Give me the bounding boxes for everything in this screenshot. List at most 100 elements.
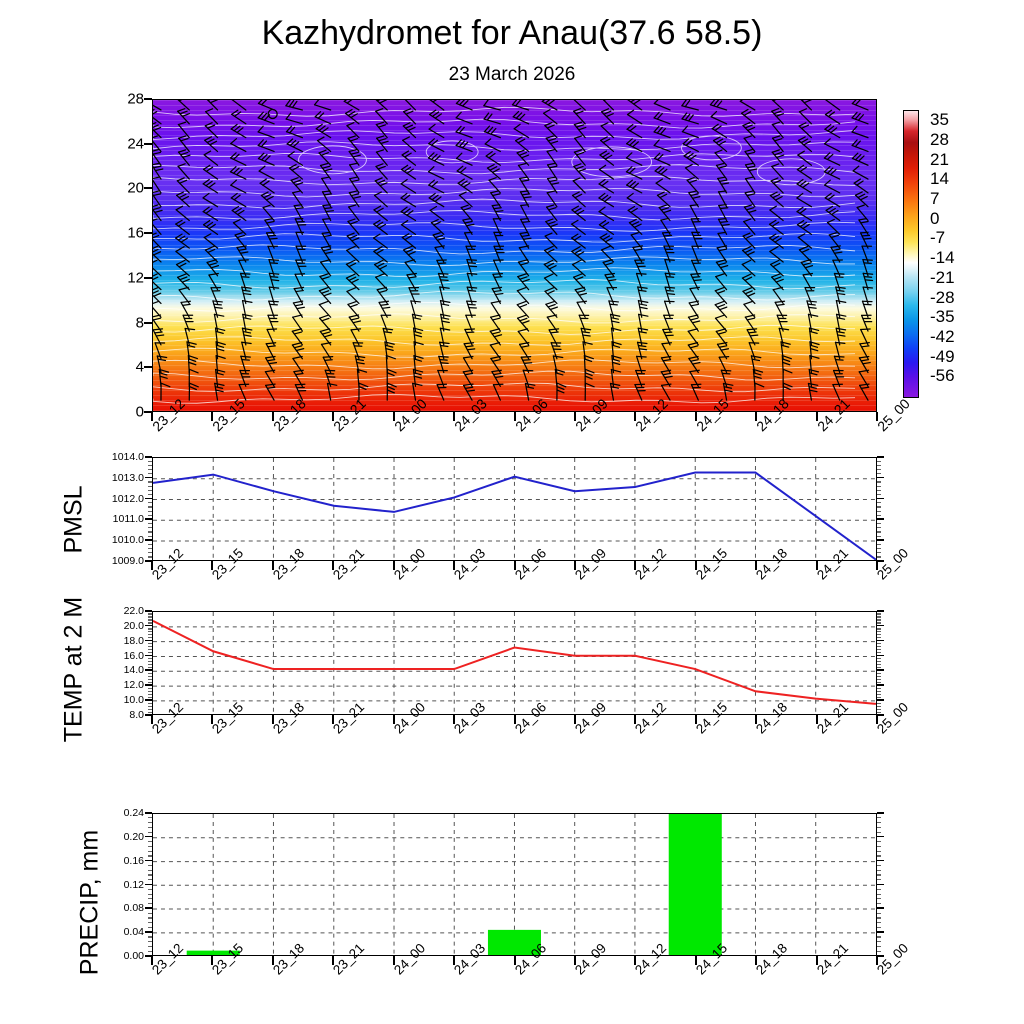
precip-bars	[153, 814, 876, 955]
panel-minor-tick	[877, 556, 881, 558]
panel-minor-tick	[877, 506, 881, 508]
wind-barb-overlay	[153, 100, 874, 404]
panel-minor-tick	[148, 616, 152, 618]
panel-tick	[145, 883, 152, 886]
precip-x-tick	[392, 956, 395, 965]
cross-section-x-tick	[211, 412, 214, 421]
panel-minor-tick	[877, 817, 881, 819]
panel-tick	[145, 456, 152, 458]
cross-section-x-tick	[392, 412, 395, 421]
panel-tick	[877, 684, 884, 686]
panel-minor-tick	[877, 649, 881, 651]
colorbar-tick-label: -35	[930, 307, 955, 327]
panel-minor-tick	[877, 950, 881, 952]
panel-tick	[877, 699, 884, 701]
panel-minor-tick	[877, 552, 881, 554]
panel-tick	[877, 497, 884, 500]
page-subtitle: 23 March 2026	[448, 64, 576, 85]
panel-y-label: 20.0	[123, 619, 144, 632]
panel-minor-tick	[877, 841, 881, 843]
pmsl-x-tick	[211, 561, 214, 570]
precip-x-tick	[634, 956, 637, 965]
panel-minor-tick	[148, 864, 152, 867]
panel-minor-tick	[877, 941, 881, 943]
panel-minor-tick	[877, 643, 881, 645]
panel-minor-tick	[877, 705, 881, 707]
panel-minor-tick	[148, 460, 152, 462]
panel-y-label: 0.04	[123, 926, 144, 939]
panel-minor-tick	[877, 464, 881, 466]
panel-minor-tick	[148, 464, 152, 466]
panel-minor-tick	[148, 468, 152, 471]
cross-section-x-tick	[694, 412, 697, 421]
panel-minor-tick	[877, 850, 881, 852]
panel-minor-tick	[148, 926, 152, 929]
pmsl-x-tick	[634, 561, 637, 570]
panel-tick	[877, 639, 884, 642]
panel-minor-tick	[877, 822, 881, 824]
panel-minor-tick	[877, 917, 881, 919]
panel-minor-tick	[877, 690, 881, 692]
panel-minor-tick	[877, 903, 881, 905]
pmsl-x-tick	[513, 561, 516, 570]
temp-x-tick	[876, 715, 878, 724]
cross-section-x-tick	[453, 412, 456, 421]
cross-section-tick	[144, 276, 152, 279]
panel-minor-tick	[877, 658, 881, 660]
colorbar-tick-label: 21	[930, 149, 949, 169]
panel-minor-tick	[148, 702, 152, 704]
pmsl-x-tick	[876, 561, 878, 570]
panel-minor-tick	[877, 702, 881, 704]
panel-minor-tick	[877, 687, 881, 689]
panel-minor-tick	[148, 888, 152, 890]
panel-tick	[877, 669, 884, 672]
panel-y-label: 1013.0	[111, 471, 144, 484]
cross-section-y-label: 24	[127, 135, 144, 153]
panel-y-label: 0.24	[123, 807, 144, 819]
panel-minor-tick	[148, 514, 152, 516]
colorbar-tick-label: -7	[930, 228, 946, 248]
cross-section-y-label: 8	[135, 314, 144, 332]
panel-tick	[877, 931, 884, 933]
colorbar-tick-label: -56	[930, 366, 955, 386]
panel-minor-tick	[877, 874, 881, 876]
pmsl-x-tick	[332, 561, 335, 570]
precip-x-tick	[211, 956, 214, 965]
panel-minor-tick	[148, 826, 152, 828]
pmsl-x-tick	[573, 561, 576, 570]
panel-minor-tick	[148, 903, 152, 905]
panel-minor-tick	[148, 936, 152, 938]
temp-x-tick	[634, 715, 637, 724]
colorbar-tick-label: -42	[930, 327, 955, 346]
panel-minor-tick	[877, 912, 881, 914]
panel-y-label: 12.0	[123, 679, 144, 692]
panel-tick	[877, 610, 884, 612]
precip-x-tick	[332, 956, 335, 965]
panel-tick	[145, 624, 152, 627]
panel-minor-tick	[877, 613, 881, 615]
panel-minor-tick	[148, 845, 152, 848]
panel-tick	[145, 610, 152, 612]
panel-minor-tick	[148, 619, 152, 621]
panel-y-label: 0.20	[123, 830, 144, 843]
panel-minor-tick	[877, 675, 881, 678]
temp-x-tick	[151, 715, 153, 724]
cross-section-tick	[144, 98, 152, 100]
temp-x-tick	[694, 715, 697, 724]
panel-minor-tick	[877, 864, 881, 867]
panel-tick	[877, 859, 884, 862]
cross-section-tick	[144, 321, 152, 324]
panel-minor-tick	[148, 631, 152, 633]
panel-minor-tick	[877, 845, 881, 848]
panel-minor-tick	[877, 898, 881, 900]
panel-minor-tick	[877, 696, 881, 698]
temp-x-tick	[332, 715, 335, 724]
cross-section-x-tick	[755, 412, 758, 421]
temp-2m-chart	[152, 611, 877, 715]
cross-section-x-tick	[634, 412, 637, 421]
panel-minor-tick	[877, 535, 881, 537]
colorbar-tick-label: 7	[930, 188, 940, 208]
panel-y-label: 0.12	[123, 878, 144, 891]
panel-minor-tick	[148, 661, 152, 663]
precip-x-tick	[573, 956, 576, 965]
